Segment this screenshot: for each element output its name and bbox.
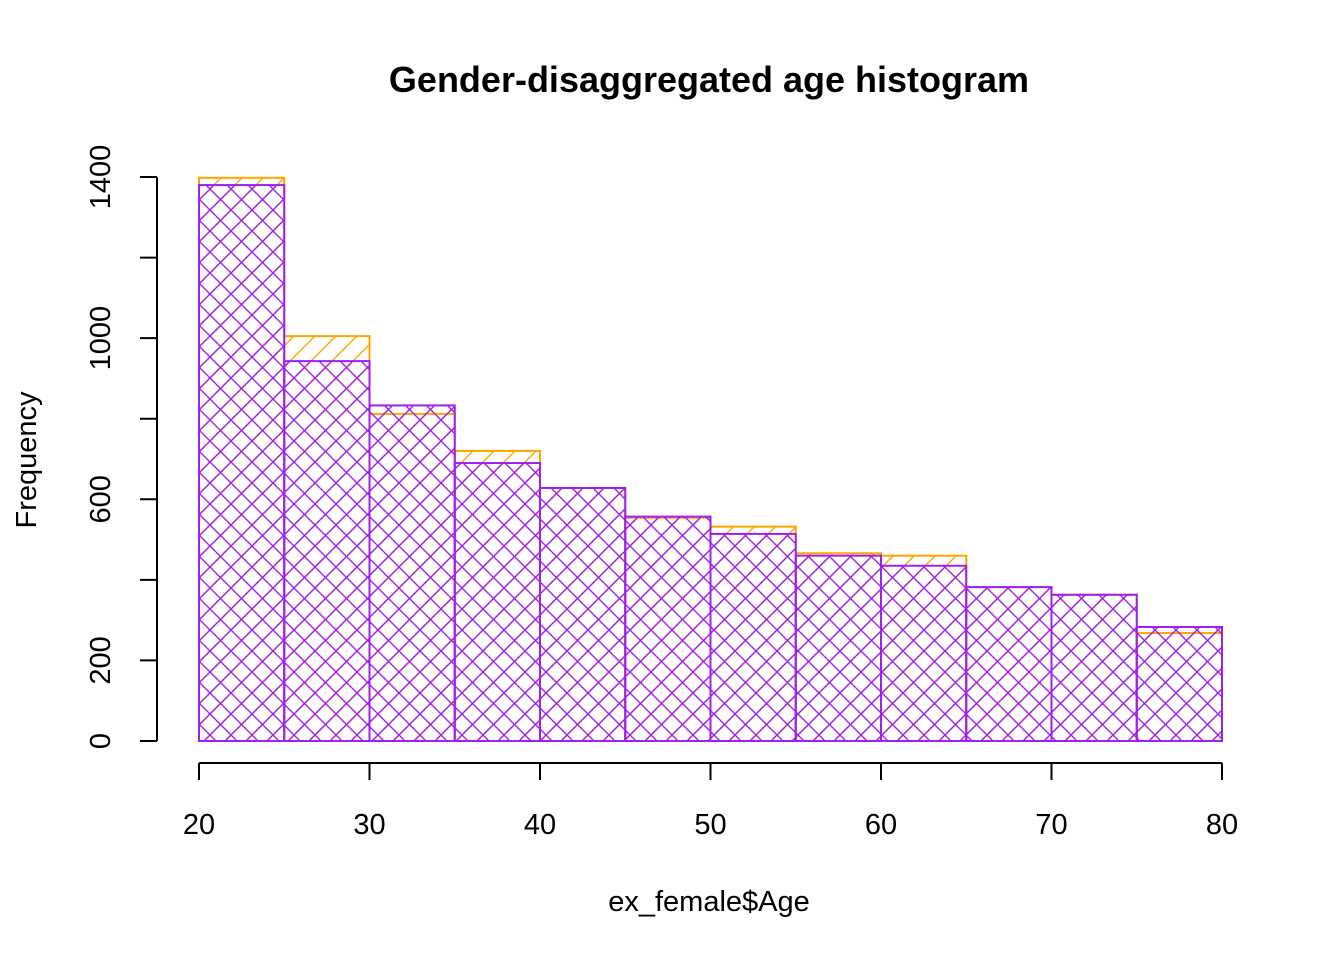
bar-series2-bin-20-25 [198,184,286,743]
chart-title: Gender-disaggregated age histogram [389,59,1029,100]
x-tick-label-70: 70 [1035,809,1067,841]
x-tick-label-40: 40 [524,809,556,841]
bar-series2-bin-30-35 [368,404,456,742]
bar-series2-bin-75-80 [1135,625,1223,743]
y-tick-label-600: 600 [85,475,117,523]
x-tick-label-60: 60 [865,809,897,841]
x-axis-label: ex_female$Age [608,886,810,918]
y-tick-label-0: 0 [85,733,117,749]
x-tick-label-30: 30 [353,809,385,841]
x-tick-label-20: 20 [183,809,215,841]
y-tick-label-200: 200 [85,636,117,684]
bar-series2-bin-70-75 [1050,593,1138,743]
bar-series2-bin-35-40 [453,462,541,742]
bar-series2-bin-55-60 [794,554,882,743]
bar-series2-bin-40-45 [539,487,627,742]
bar-series2-bin-25-30 [283,360,371,742]
y-tick-label-1000: 1000 [85,306,117,371]
x-tick-label-80: 80 [1206,809,1238,841]
bar-series2-bin-60-65 [880,564,968,742]
bar-series2-bin-50-55 [709,532,797,743]
x-tick-label-50: 50 [694,809,726,841]
x-axis: 20 30 40 50 60 70 80 [183,762,1238,841]
bar-series2-bin-45-50 [624,515,712,743]
y-tick-label-1400: 1400 [85,145,117,210]
bars-layer [198,176,1223,743]
y-axis: 0 200 600 1000 1400 [85,145,158,749]
bar-series2-bin-65-70 [965,586,1053,743]
y-axis-label: Frequency [11,391,43,529]
